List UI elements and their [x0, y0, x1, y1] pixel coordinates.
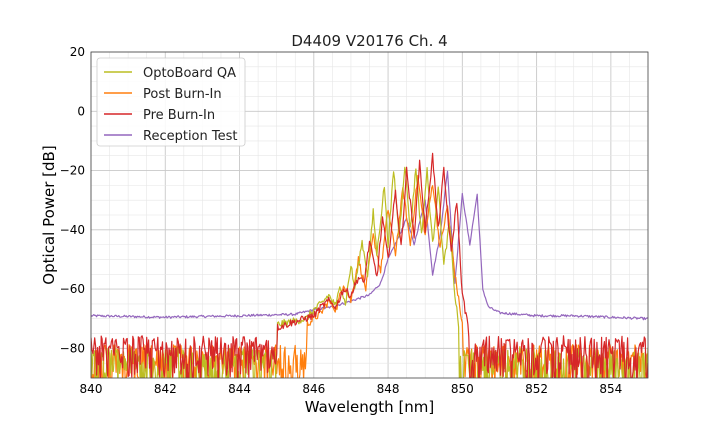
x-tick-label: 854: [599, 382, 622, 396]
series-layer: [91, 152, 648, 378]
y-tick-labels: 20 0 −20 −40 −60 −80: [60, 45, 85, 355]
y-tick-label: 20: [70, 45, 85, 59]
y-tick-label: −20: [60, 164, 85, 178]
legend-box: [96, 57, 246, 147]
x-tick-label: 842: [154, 382, 177, 396]
x-tick-label: 848: [377, 382, 400, 396]
chart-title: D4409 V20176 Ch. 4: [291, 32, 447, 50]
x-axis-label: Wavelength [nm]: [305, 398, 435, 416]
x-tick-labels: 840 842 844 846 848 850 852 854: [80, 382, 623, 396]
legend-label: Reception Test: [143, 129, 237, 144]
x-tick-label: 852: [525, 382, 548, 396]
y-axis-label: Optical Power [dB]: [40, 145, 58, 284]
legend-label: Pre Burn-In: [143, 108, 215, 123]
x-tick-label: 840: [80, 382, 103, 396]
legend-label: Post Burn-In: [143, 87, 222, 102]
y-tick-label: −60: [60, 282, 85, 296]
x-tick-label: 844: [228, 382, 251, 396]
legend: OptoBoard QA Post Burn-In Pre Burn-In Recep…: [96, 57, 246, 147]
y-tick-label: −80: [60, 341, 85, 355]
x-tick-label: 846: [302, 382, 325, 396]
y-tick-label: −40: [60, 223, 85, 237]
series-line: [91, 170, 648, 321]
series-line: [91, 152, 648, 378]
plot-frame: [90, 51, 649, 379]
series-line: [91, 166, 648, 378]
legend-label: OptoBoard QA: [143, 66, 236, 81]
x-tick-label: 850: [451, 382, 474, 396]
y-tick-label: 0: [77, 104, 85, 118]
